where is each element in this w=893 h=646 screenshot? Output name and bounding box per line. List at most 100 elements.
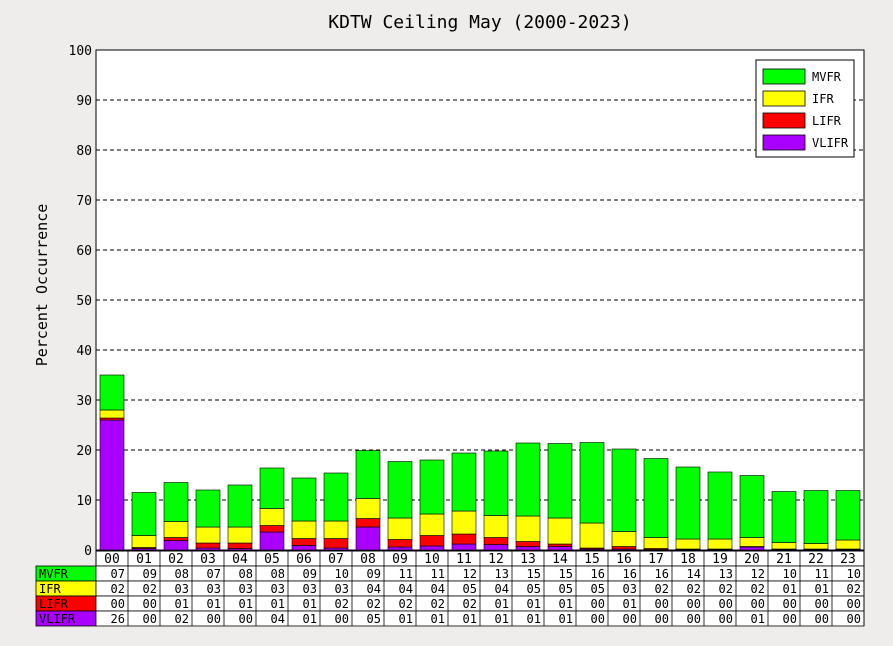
- table-cell: 14: [687, 567, 701, 581]
- bar-ifr-03: [195, 526, 221, 544]
- table-cell: 01: [239, 597, 253, 611]
- x-tick-label: 02: [168, 552, 184, 567]
- bar-lifr-13: [515, 541, 541, 547]
- bar-mvfr-22: [803, 490, 829, 544]
- x-tick-label: 10: [424, 552, 440, 567]
- legend-swatch-ifr: [762, 90, 806, 107]
- bar-mvfr-19: [707, 471, 733, 540]
- table-cell: 00: [687, 612, 701, 626]
- table-cell: 15: [559, 567, 573, 581]
- table-cell: 00: [239, 612, 253, 626]
- table-cell: 01: [463, 612, 477, 626]
- x-tick-label: 12: [488, 552, 504, 567]
- x-tick-label: 06: [296, 552, 312, 567]
- bar-mvfr-16: [611, 448, 637, 532]
- legend-label-vlifr: VLIFR: [812, 136, 849, 150]
- table-cell: 03: [303, 582, 317, 596]
- table-cell: 02: [335, 597, 349, 611]
- table-cell: 03: [623, 582, 637, 596]
- bar-mvfr-01: [131, 492, 157, 536]
- chart-title: KDTW Ceiling May (2000-2023): [328, 12, 631, 33]
- table-row-label-ifr: IFR: [39, 582, 61, 596]
- bar-vlifr-00: [99, 419, 125, 551]
- bar-mvfr-18: [675, 466, 701, 540]
- legend-swatch-mvfr: [762, 68, 806, 85]
- bar-ifr-02: [163, 521, 189, 538]
- table-cell: 01: [303, 612, 317, 626]
- table-cell: 00: [207, 612, 221, 626]
- x-tick-label: 07: [328, 552, 344, 567]
- table-cell: 00: [591, 612, 605, 626]
- table-cell: 02: [143, 582, 157, 596]
- x-tick-label: 14: [552, 552, 568, 567]
- table-cell: 01: [207, 597, 221, 611]
- bar-vlifr-14: [547, 546, 573, 551]
- bar-vlifr-12: [483, 544, 509, 551]
- table-cell: 01: [559, 597, 573, 611]
- x-tick-label: 03: [200, 552, 216, 567]
- table-cell: 16: [655, 567, 669, 581]
- bar-mvfr-08: [355, 450, 381, 499]
- bar-ifr-06: [291, 520, 317, 539]
- bar-mvfr-04: [227, 484, 253, 528]
- bar-ifr-13: [515, 515, 541, 542]
- y-tick-label: 10: [76, 494, 92, 509]
- table-cell: 01: [751, 612, 765, 626]
- table-cell: 00: [623, 612, 637, 626]
- table-cell: 08: [175, 567, 189, 581]
- table-cell: 09: [303, 567, 317, 581]
- table-cell: 07: [207, 567, 221, 581]
- legend-label-mvfr: MVFR: [812, 70, 842, 84]
- table-cell: 03: [239, 582, 253, 596]
- bar-mvfr-13: [515, 442, 541, 517]
- x-tick-label: 17: [648, 552, 664, 567]
- bar-mvfr-07: [323, 472, 349, 522]
- data-table: MVFR 07 09 08 07 08 08 09 10 09 11 11 12 13 15 15 16 16 16…: [35, 551, 865, 627]
- x-tick-label: 22: [808, 552, 824, 567]
- bar-lifr-11: [451, 533, 477, 545]
- y-tick-label: 90: [76, 94, 92, 109]
- bar-lifr-08: [355, 518, 381, 528]
- table-cell: 03: [207, 582, 221, 596]
- x-tick-label: 16: [616, 552, 632, 567]
- bar-vlifr-13: [515, 546, 541, 551]
- bar-lifr-04: [227, 542, 253, 549]
- x-tick-label: 05: [264, 552, 280, 567]
- table-cell: 00: [815, 612, 829, 626]
- legend: MVFR IFR LIFR VLIFR: [755, 59, 855, 158]
- bar-ifr-08: [355, 498, 381, 519]
- bar-ifr-18: [675, 538, 701, 550]
- y-tick-label: 70: [76, 194, 92, 209]
- table-cell: 00: [111, 597, 125, 611]
- bar-lifr-05: [259, 525, 285, 533]
- table-cell: 01: [783, 582, 797, 596]
- table-cell: 04: [367, 582, 381, 596]
- table-cell: 02: [367, 597, 381, 611]
- table-cell: 00: [591, 597, 605, 611]
- bar-ifr-14: [547, 517, 573, 545]
- bar-lifr-12: [483, 537, 509, 545]
- table-cell: 08: [239, 567, 253, 581]
- bar-ifr-17: [643, 537, 669, 549]
- bar-vlifr-10: [419, 545, 445, 551]
- bar-mvfr-03: [195, 489, 221, 528]
- table-cell: 03: [335, 582, 349, 596]
- y-tick-label: 40: [76, 344, 92, 359]
- bar-vlifr-11: [451, 543, 477, 551]
- table-cell: 05: [591, 582, 605, 596]
- table-cell: 00: [335, 612, 349, 626]
- bar-ifr-10: [419, 513, 445, 536]
- table-cell: 04: [399, 582, 413, 596]
- table-cell: 16: [591, 567, 605, 581]
- y-tick-label: 30: [76, 394, 92, 409]
- bar-mvfr-12: [483, 450, 509, 516]
- table-cell: 00: [143, 597, 157, 611]
- table-cell: 13: [719, 567, 733, 581]
- bar-mvfr-05: [259, 467, 285, 509]
- table-cell: 00: [719, 612, 733, 626]
- x-tick-label: 09: [392, 552, 408, 567]
- table-cell: 01: [431, 612, 445, 626]
- table-cell: 02: [111, 582, 125, 596]
- bar-ifr-07: [323, 520, 349, 539]
